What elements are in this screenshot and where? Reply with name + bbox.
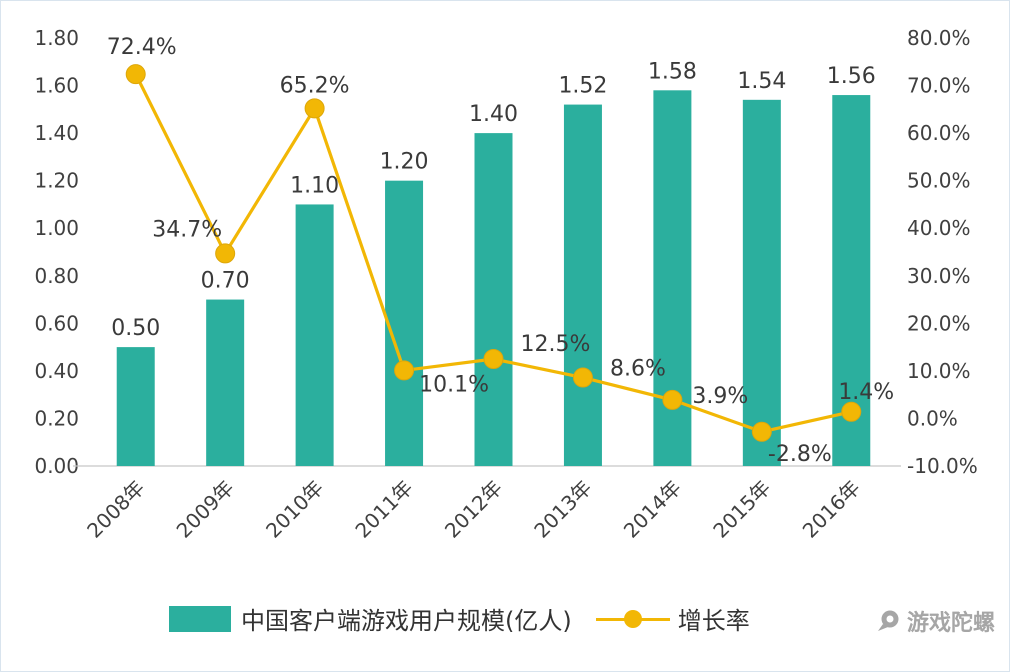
watermark-logo-icon bbox=[877, 610, 899, 631]
legend-bar-swatch bbox=[169, 605, 231, 632]
growth-rate-marker bbox=[662, 389, 683, 410]
watermark: 游戏陀螺 bbox=[876, 605, 995, 637]
left-axis-tick-label: 0.60 bbox=[34, 311, 79, 335]
growth-rate-marker bbox=[215, 243, 236, 264]
growth-rate-label: 12.5% bbox=[521, 332, 591, 357]
growth-rate-marker bbox=[483, 349, 504, 369]
growth-rate-marker bbox=[841, 401, 862, 422]
combo-chart: 0.00 0.20 0.40 0.60 0.80 1.00 1.20 1.40 1.60 1.80… bbox=[34, 26, 978, 543]
growth-rate-marker bbox=[304, 98, 325, 119]
x-axis-label: 2011年 bbox=[350, 476, 417, 543]
left-axis-tick-label: 1.20 bbox=[34, 169, 79, 193]
left-axis-tick-label: 1.40 bbox=[34, 121, 79, 145]
growth-rate-label: 3.9% bbox=[692, 384, 748, 409]
watermark-text: 游戏陀螺 bbox=[906, 611, 995, 636]
growth-rate-label: 65.2% bbox=[280, 73, 350, 98]
bar-value-label: 1.52 bbox=[558, 74, 607, 99]
bar-2008年 bbox=[116, 347, 155, 466]
bar-value-label: 1.58 bbox=[648, 59, 697, 84]
left-axis-tick-label: 0.00 bbox=[34, 454, 79, 478]
right-axis-tick-label: 70.0% bbox=[907, 74, 971, 98]
left-axis-tick-label: 1.80 bbox=[34, 26, 79, 50]
x-axis-label: 2012年 bbox=[440, 476, 507, 543]
right-axis-tick-label: 20.0% bbox=[907, 311, 971, 335]
growth-rate-label: 8.6% bbox=[610, 357, 666, 382]
x-axis-label: 2009年 bbox=[172, 476, 239, 543]
right-axis-tick-label: 40.0% bbox=[907, 216, 971, 240]
growth-rate-marker bbox=[751, 421, 772, 442]
right-axis-tick-label: 10.0% bbox=[907, 359, 971, 383]
right-axis-tick-label: 0.0% bbox=[907, 406, 958, 430]
bar-value-label: 0.50 bbox=[111, 316, 160, 341]
growth-rate-label: -2.8% bbox=[768, 442, 832, 467]
legend-line-marker bbox=[623, 609, 642, 628]
bar-2015年 bbox=[742, 99, 781, 467]
bar-value-label: 1.56 bbox=[827, 64, 876, 89]
bar-2013年 bbox=[563, 104, 602, 467]
bar-value-label: 1.20 bbox=[380, 150, 429, 175]
growth-rate-marker bbox=[394, 360, 415, 381]
right-axis-tick-label: 60.0% bbox=[907, 121, 971, 145]
bar-2010年 bbox=[295, 204, 334, 466]
x-axis-label: 2015年 bbox=[708, 476, 775, 543]
left-axis-tick-label: 1.00 bbox=[34, 216, 79, 240]
growth-rate-marker bbox=[572, 367, 593, 388]
left-axis-tick-label: 0.40 bbox=[34, 359, 79, 383]
growth-rate-label: 72.4% bbox=[107, 35, 177, 60]
bar-value-label: 1.10 bbox=[290, 173, 339, 198]
right-axis-tick-label: 30.0% bbox=[907, 264, 971, 288]
left-axis-tick-label: 0.20 bbox=[34, 406, 79, 430]
x-axis-label: 2013年 bbox=[529, 476, 596, 543]
growth-rate-label: 10.1% bbox=[419, 372, 489, 397]
right-axis-tick-label: 50.0% bbox=[907, 169, 971, 193]
legend-bar-label: 中国客户端游戏用户规模(亿人) bbox=[241, 607, 572, 635]
bar-2012年 bbox=[474, 133, 513, 466]
left-axis-tick-label: 1.60 bbox=[34, 74, 79, 98]
left-axis-tick-label: 0.80 bbox=[34, 264, 79, 288]
bar-2011年 bbox=[385, 180, 424, 466]
legend-line-label: 增长率 bbox=[677, 607, 750, 635]
bar-value-label: 1.40 bbox=[469, 102, 518, 127]
right-axis-tick-label: 80.0% bbox=[907, 26, 971, 50]
x-axis-label: 2008年 bbox=[82, 476, 149, 543]
growth-rate-marker bbox=[125, 64, 146, 85]
legend-line-swatch bbox=[595, 608, 670, 630]
bar-value-label: 1.54 bbox=[737, 69, 786, 94]
growth-rate-label: 34.7% bbox=[152, 217, 222, 242]
bar-2009年 bbox=[206, 299, 245, 466]
growth-rate-label: 1.4% bbox=[838, 380, 894, 405]
x-axis-label: 2014年 bbox=[619, 476, 686, 543]
x-axis-label: 2016年 bbox=[798, 476, 865, 543]
x-axis-label: 2010年 bbox=[261, 476, 328, 543]
right-axis-tick-label: -10.0% bbox=[907, 454, 978, 478]
legend: 中国客户端游戏用户规模(亿人) 增长率 bbox=[169, 601, 750, 636]
bar-value-label: 0.70 bbox=[201, 269, 250, 294]
